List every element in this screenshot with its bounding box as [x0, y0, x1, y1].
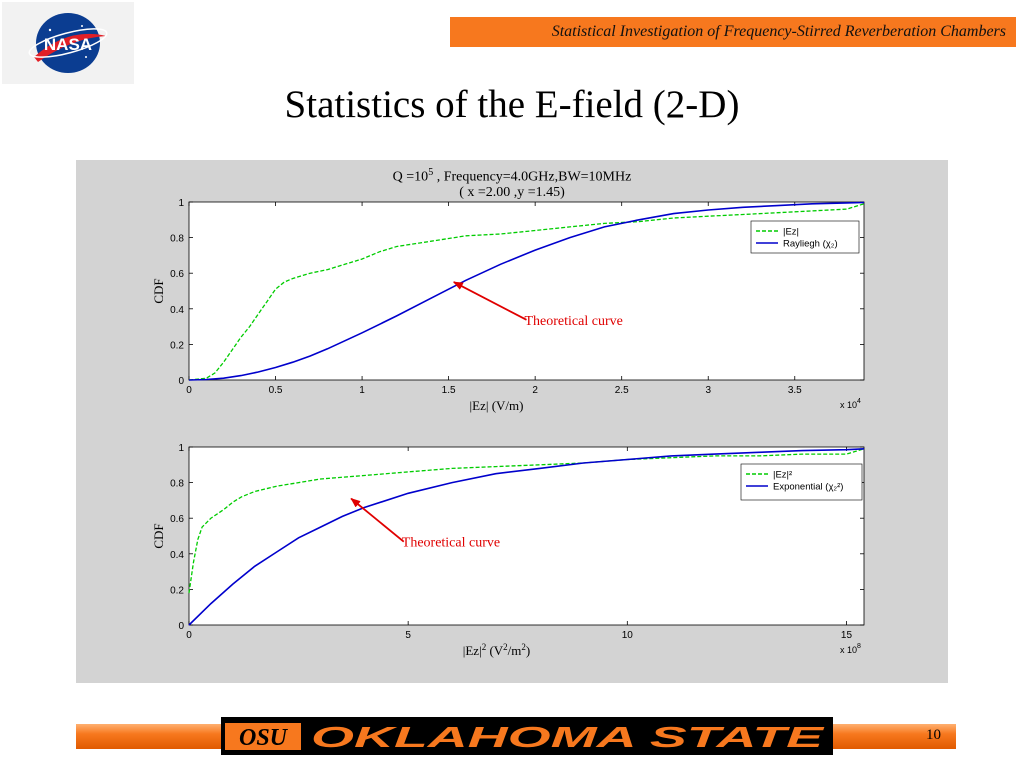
- x-tick-label: 15: [841, 630, 853, 641]
- legend-label: |Ez|²: [773, 470, 792, 481]
- y-tick-label: 0.2: [170, 340, 184, 351]
- x-tick-label: 10: [622, 630, 634, 641]
- x-axis-multiplier: x 108: [840, 643, 861, 655]
- osu-mark-background: [225, 723, 301, 750]
- nasa-logo: NASA: [2, 2, 134, 84]
- y-tick-label: 0: [178, 621, 184, 632]
- legend-box: [740, 463, 863, 501]
- y-tick-label: 0: [178, 376, 184, 387]
- x-tick-label: 0: [186, 630, 192, 641]
- slide-title: Statistics of the E-field (2-D): [284, 83, 740, 126]
- x-tick-label: 3.5: [788, 385, 802, 396]
- y-axis-label: CDF: [151, 523, 166, 548]
- nasa-logo-text: NASA: [44, 35, 92, 54]
- figure-title-params: , Frequency=4.0GHz,BW=10MHz: [433, 169, 632, 185]
- y-tick-label: 0.6: [170, 514, 184, 525]
- legend-box: [750, 220, 860, 254]
- x-tick-label: 2.5: [615, 385, 629, 396]
- cdf-chart-1: 0 0.5 1 1.5 2 2.5 3 3.5 0 0.2 0.4 0.6 0.8 1 x 104 |Ez| …: [151, 198, 865, 413]
- y-tick-label: 1: [178, 443, 184, 454]
- measured-cdf-line: [188, 448, 865, 594]
- theoretical-cdf-line: [188, 201, 865, 381]
- x-tick-label: 0: [186, 385, 192, 396]
- cdf-chart-2: 0 5 10 15 0 0.2 0.4 0.6 0.8 1 x 108 |Ez|2 (V2/m2) CD…: [151, 443, 865, 658]
- y-axis-label: CDF: [151, 278, 166, 303]
- x-tick-label: 1.5: [442, 385, 456, 396]
- figure-title-line2: ( x =2.00 ,y =1.45): [459, 185, 565, 200]
- osu-mark: OSU: [239, 725, 289, 751]
- y-tick-label: 0.6: [170, 269, 184, 280]
- x-axis-multiplier: x 104: [840, 398, 861, 410]
- figure-title-q-exponent: 5: [428, 167, 434, 178]
- header-banner: Statistical Investigation of Frequency-S…: [450, 17, 1016, 47]
- x-axis-label: |Ez| (V/m): [470, 398, 524, 413]
- cdf-charts: 0 0.5 1 1.5 2 2.5 3 3.5 0 0.2 0.4 0.6 0.8 1 x 104 |Ez| …: [151, 198, 865, 658]
- annotation-label: Theoretical curve: [402, 536, 500, 551]
- osu-banner: OSU OKLAHOMA STATE: [221, 717, 833, 755]
- x-tick-label: 0.5: [269, 385, 283, 396]
- y-tick-label: 0.8: [170, 234, 184, 245]
- legend: |Ez|Rayliegh (χ₂): [750, 220, 860, 254]
- annotation-arrow: [452, 281, 527, 321]
- legend-label: |Ez|: [783, 227, 799, 238]
- annotation-label: Theoretical curve: [525, 314, 623, 329]
- x-tick-label: 2: [532, 385, 538, 396]
- figure-panel: Q =105 , Frequency=4.0GHz,BW=10MHz ( x =…: [76, 160, 948, 683]
- y-tick-label: 0.8: [170, 479, 184, 490]
- theoretical-cdf-line: [188, 448, 865, 626]
- legend-label: Rayliegh (χ₂): [783, 239, 838, 250]
- annotation-arrow: [350, 497, 405, 543]
- x-axis-label: |Ez|2 (V2/m2): [463, 642, 530, 658]
- legend-label: Exponential (χ₂²): [773, 482, 843, 493]
- x-tick-label: 5: [405, 630, 411, 641]
- measured-cdf-line: [188, 203, 865, 381]
- page-number: 10: [926, 727, 941, 743]
- y-tick-label: 1: [178, 198, 184, 209]
- y-tick-label: 0.4: [170, 550, 184, 561]
- university-wordmark: OKLAHOMA STATE: [311, 722, 826, 754]
- figure-title-q: Q =10: [392, 169, 429, 185]
- y-tick-label: 0.4: [170, 305, 184, 316]
- x-tick-label: 3: [705, 385, 711, 396]
- figure-title-line1: Q =105 , Frequency=4.0GHz,BW=10MHz: [76, 167, 948, 186]
- x-tick-label: 1: [359, 385, 365, 396]
- y-tick-label: 0.2: [170, 585, 184, 596]
